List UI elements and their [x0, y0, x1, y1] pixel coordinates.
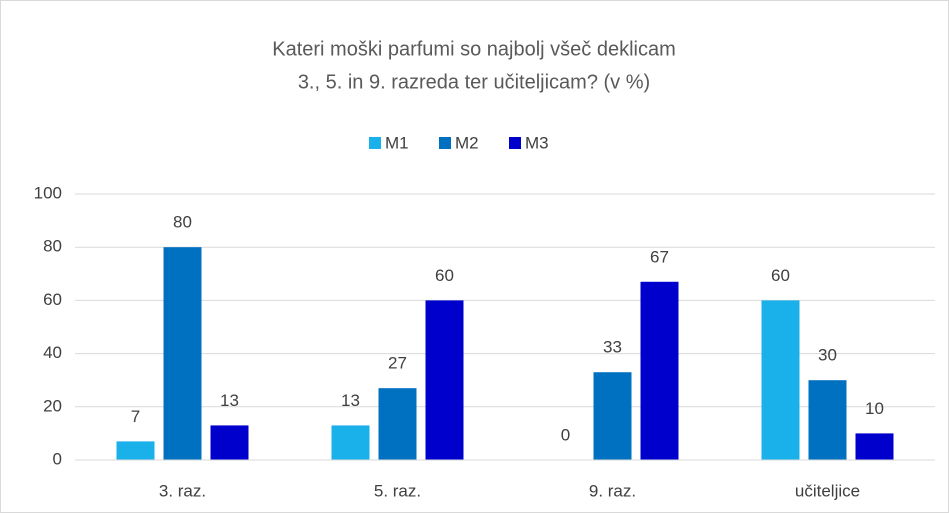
y-tick-label: 60 — [43, 290, 62, 309]
bar — [808, 380, 847, 460]
data-label: 7 — [131, 407, 140, 426]
legend-label: M3 — [525, 133, 549, 152]
data-label: 60 — [771, 266, 790, 285]
data-label: 30 — [818, 346, 837, 365]
bar — [425, 300, 464, 460]
legend-swatch — [439, 137, 451, 149]
data-label: 13 — [341, 391, 360, 410]
data-label: 10 — [865, 399, 884, 418]
data-label: 60 — [435, 266, 454, 285]
data-label: 0 — [561, 425, 570, 444]
data-label: 27 — [388, 354, 407, 373]
chart-title: 3., 5. in 9. razreda ter učiteljicam? (v… — [298, 71, 650, 93]
y-tick-label: 100 — [34, 183, 62, 202]
data-label: 80 — [173, 213, 192, 232]
bar — [210, 425, 249, 460]
bar — [116, 441, 155, 460]
bar — [163, 247, 202, 460]
bar — [761, 300, 800, 460]
bar — [378, 388, 417, 460]
legend-swatch — [369, 137, 381, 149]
legend-label: M2 — [455, 133, 479, 152]
data-label: 33 — [603, 338, 622, 357]
bar — [593, 372, 632, 460]
legend-swatch — [509, 137, 521, 149]
bar — [855, 433, 894, 460]
y-tick-label: 40 — [43, 343, 62, 362]
y-tick-label: 80 — [43, 237, 62, 256]
x-tick-label: 9. raz. — [589, 481, 636, 500]
x-tick-label: 3. raz. — [159, 481, 206, 500]
data-label: 67 — [650, 247, 669, 266]
chart-title: Kateri moški parfumi so najbolj všeč dek… — [272, 38, 676, 60]
bar — [331, 425, 370, 460]
y-tick-label: 0 — [53, 449, 62, 468]
x-tick-label: učiteljice — [795, 481, 860, 500]
x-tick-label: 5. raz. — [374, 481, 421, 500]
data-label: 13 — [220, 391, 239, 410]
legend-label: M1 — [385, 133, 409, 152]
bar — [640, 281, 679, 460]
y-tick-label: 20 — [43, 396, 62, 415]
